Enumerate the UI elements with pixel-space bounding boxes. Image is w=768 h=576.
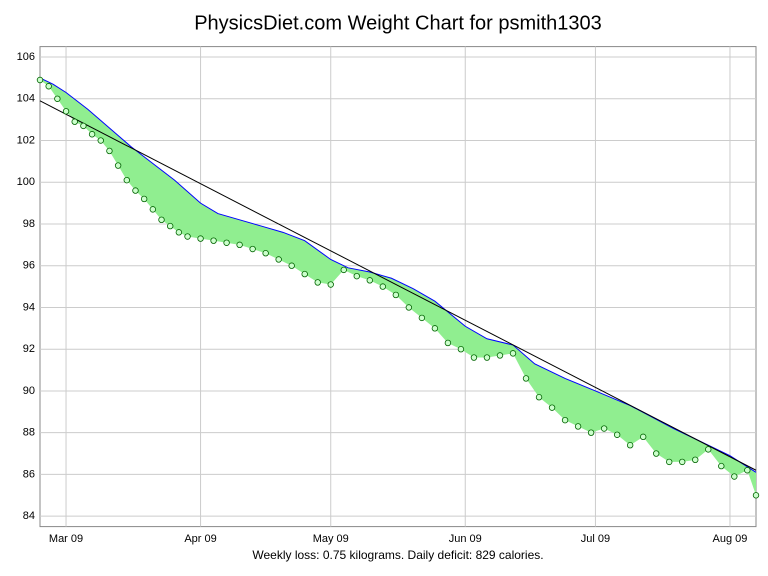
- weight-point: [80, 122, 87, 130]
- weight-point: [392, 291, 400, 299]
- weight-point: [483, 354, 491, 361]
- weight-point: [692, 456, 699, 464]
- weight-point: [132, 187, 139, 194]
- weight-point: [301, 270, 308, 278]
- x-tick-label: May 09: [313, 533, 349, 545]
- weight-point: [705, 446, 712, 453]
- weight-point: [54, 95, 61, 102]
- x-tick-label: Mar 09: [49, 533, 83, 545]
- weight-point: [88, 131, 96, 138]
- weight-point: [752, 492, 760, 499]
- weight-point: [249, 245, 256, 253]
- weight-point: [509, 350, 517, 357]
- weight-point: [679, 458, 686, 466]
- weight-point: [522, 375, 530, 382]
- weight-point: [327, 281, 334, 288]
- weight-point: [587, 429, 595, 436]
- weight-point: [97, 137, 104, 144]
- x-tick-label: Jul 09: [581, 533, 610, 545]
- weight-point: [158, 216, 165, 224]
- weight-point: [535, 394, 543, 401]
- regression-line: [39, 100, 757, 471]
- trend-band: [40, 77, 756, 496]
- weight-point: [210, 237, 217, 244]
- y-tick-label: 86: [23, 468, 35, 480]
- chart-title: PhysicsDiet.com Weight Chart for psmith1…: [194, 12, 602, 34]
- weight-point: [288, 262, 295, 269]
- y-tick-label: 100: [17, 176, 35, 188]
- weight-point: [366, 277, 373, 284]
- weight-point: [600, 425, 608, 432]
- y-tick-label: 94: [23, 301, 35, 313]
- weight-point: [114, 162, 122, 169]
- weight-point: [223, 239, 230, 246]
- y-tick-label: 106: [17, 51, 35, 63]
- weight-point: [548, 404, 556, 411]
- weight-point: [652, 450, 660, 457]
- y-tick-label: 96: [23, 260, 35, 272]
- weight-point: [470, 354, 478, 361]
- weight-point: [561, 416, 569, 424]
- weight-point: [418, 314, 426, 322]
- weight-point: [236, 241, 243, 249]
- weight-point: [62, 108, 70, 115]
- weight-point: [197, 235, 204, 242]
- weight-point: [444, 339, 452, 347]
- weight-point: [175, 229, 183, 236]
- weight-point: [431, 325, 439, 332]
- weight-point: [639, 433, 647, 441]
- y-tick-label: 98: [23, 218, 35, 230]
- footer: Weekly loss: 0.75 kilograms. Daily defic…: [252, 548, 543, 562]
- x-tick-label: Jun 09: [449, 533, 482, 545]
- weight-point: [626, 442, 634, 449]
- weight-point: [166, 222, 174, 230]
- weight-point: [275, 256, 282, 263]
- weight-point: [36, 76, 44, 84]
- y-tick-label: 104: [17, 93, 35, 105]
- weight-point: [457, 346, 465, 353]
- weight-point: [496, 352, 504, 359]
- weight-point: [184, 233, 191, 240]
- weight-point: [353, 272, 360, 280]
- weight-point: [149, 206, 157, 213]
- weight-point: [123, 176, 130, 184]
- x-tick-label: Apr 09: [184, 533, 216, 545]
- weight-point: [140, 195, 148, 203]
- y-tick-label: 90: [23, 385, 35, 397]
- weight-point: [731, 473, 738, 480]
- y-tick-label: 88: [23, 427, 35, 439]
- weight-point: [262, 250, 269, 257]
- y-tick-label: 102: [17, 134, 35, 146]
- trend-line: [39, 77, 757, 473]
- weight-point: [340, 266, 347, 274]
- weight-point: [405, 304, 413, 311]
- weight-point: [744, 467, 751, 474]
- weight-point: [106, 147, 113, 155]
- weight-point: [574, 423, 582, 430]
- x-tick-label: Aug 09: [713, 533, 748, 545]
- weight-point: [666, 458, 673, 466]
- weight-point: [45, 83, 52, 90]
- weight-point: [314, 279, 321, 286]
- weight-point: [613, 431, 621, 438]
- weight-point: [71, 118, 78, 125]
- y-tick-label: 84: [23, 510, 35, 522]
- weight-point: [379, 283, 387, 290]
- weight-point: [718, 462, 725, 470]
- y-tick-label: 92: [23, 343, 35, 355]
